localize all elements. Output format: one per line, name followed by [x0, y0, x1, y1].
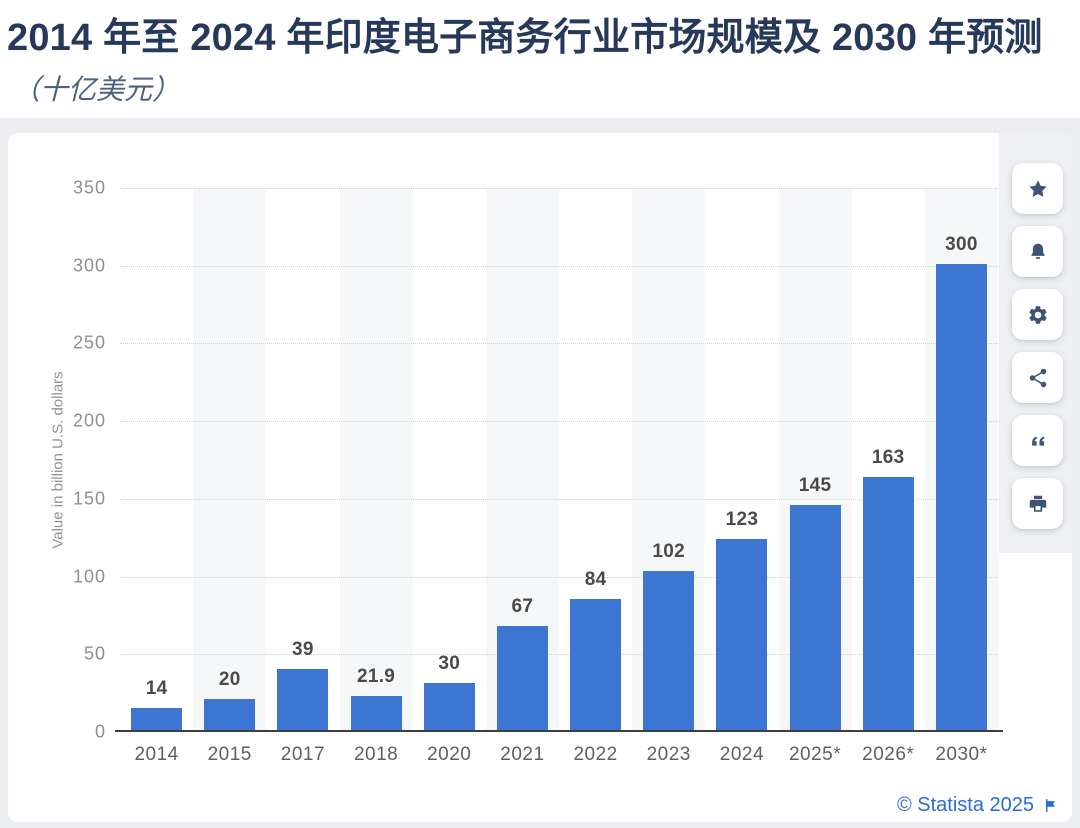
y-tick-150: 150	[72, 488, 106, 509]
chart-unit-subtitle: （十亿美元）	[12, 74, 181, 105]
x-axis-label: 2030*	[935, 744, 988, 765]
printer-icon	[1027, 493, 1049, 515]
alerts-button[interactable]	[1012, 226, 1063, 277]
y-tick-350: 350	[72, 177, 106, 198]
gridline-350	[120, 188, 998, 189]
gridline-150	[120, 498, 998, 500]
bar-value-label: 20	[218, 668, 241, 690]
x-axis-line	[115, 730, 1003, 732]
y-tick-100: 100	[72, 566, 106, 587]
flag-icon[interactable]	[1042, 796, 1058, 815]
bar-value-label: 102	[652, 541, 686, 563]
gridline-50	[120, 654, 998, 656]
column-band	[193, 188, 267, 732]
bar-2020[interactable]	[423, 683, 475, 730]
gridline-300	[120, 265, 998, 267]
x-axis-label: 2020	[427, 744, 472, 765]
favorite-button[interactable]	[1012, 163, 1063, 214]
bar-2015[interactable]	[204, 698, 256, 730]
y-tick-50: 50	[83, 643, 106, 664]
y-tick-250: 250	[72, 332, 106, 353]
bar-2018[interactable]	[350, 695, 402, 730]
x-axis-label: 2018	[353, 744, 399, 765]
share-button[interactable]	[1012, 352, 1063, 403]
y-axis-ticks: 0 50 100 150 200 250 300 350	[8, 178, 112, 742]
x-axis-label: 2015	[207, 744, 252, 765]
bell-icon	[1027, 241, 1049, 263]
bar-value-label: 21.9	[356, 665, 396, 687]
x-axis-label: 2025*	[788, 744, 842, 765]
y-tick-300: 300	[72, 255, 106, 276]
bar-value-label: 30	[438, 653, 461, 675]
bar-2030*[interactable]	[935, 263, 987, 730]
settings-button[interactable]	[1012, 289, 1063, 340]
bar-2014[interactable]	[131, 708, 183, 730]
column-band	[339, 188, 413, 732]
credit-text: © Statista 2025	[896, 794, 1034, 816]
x-axis-label: 2014	[134, 744, 179, 765]
x-axis-label: 2023	[646, 744, 691, 765]
bar-value-label: 14	[145, 678, 168, 700]
gridline-250	[120, 343, 998, 345]
chart-card: Value in billion U.S. dollars 0 50 100 150 2…	[8, 133, 1072, 822]
bar-2024[interactable]	[716, 538, 768, 730]
print-button[interactable]	[1012, 478, 1063, 529]
bar-2022[interactable]	[570, 599, 622, 730]
y-tick-200: 200	[72, 410, 106, 431]
bar-value-label: 300	[945, 233, 978, 255]
quote-icon	[1027, 430, 1049, 452]
gear-icon	[1027, 304, 1049, 326]
x-axis-label: 2026*	[862, 744, 915, 765]
bar-value-label: 39	[292, 639, 314, 661]
x-axis-label: 2024	[719, 744, 765, 765]
x-axis-label: 2017	[280, 744, 326, 765]
star-icon	[1027, 178, 1049, 200]
bar-value-label: 145	[798, 474, 832, 496]
bar-value-label: 123	[725, 508, 759, 530]
page-title: 2014 年至 2024 年印度电子商务行业市场规模及 2030 年预测	[7, 17, 1043, 59]
bar-value-label: 84	[584, 569, 607, 591]
share-icon	[1027, 367, 1049, 389]
x-axis-label: 2021	[500, 744, 545, 765]
bar-2017[interactable]	[277, 669, 329, 730]
x-axis-labels: 2014 2015 2017 2018 2020 2021 2022 2023 2024 2025…	[120, 744, 998, 770]
bar-2025*[interactable]	[789, 504, 841, 730]
y-tick-0: 0	[94, 721, 106, 742]
x-axis-label: 2022	[573, 744, 618, 765]
gridline-100	[120, 576, 998, 578]
bar-2021[interactable]	[496, 625, 548, 730]
bar-value-label: 67	[511, 595, 534, 617]
gridline-200	[120, 421, 998, 423]
chart-header: 2014 年至 2024 年印度电子商务行业市场规模及 2030 年预测 （十亿…	[0, 0, 1080, 118]
statista-credit[interactable]: © Statista 2025	[897, 794, 1058, 817]
plot-area: 14 20 39 21.9 30 67 84 102 123 145 163 300	[115, 188, 1003, 732]
bar-2026*[interactable]	[862, 476, 914, 730]
bar-value-label: 163	[871, 446, 905, 468]
bar-2023[interactable]	[643, 571, 695, 730]
cite-button[interactable]	[1012, 415, 1063, 466]
